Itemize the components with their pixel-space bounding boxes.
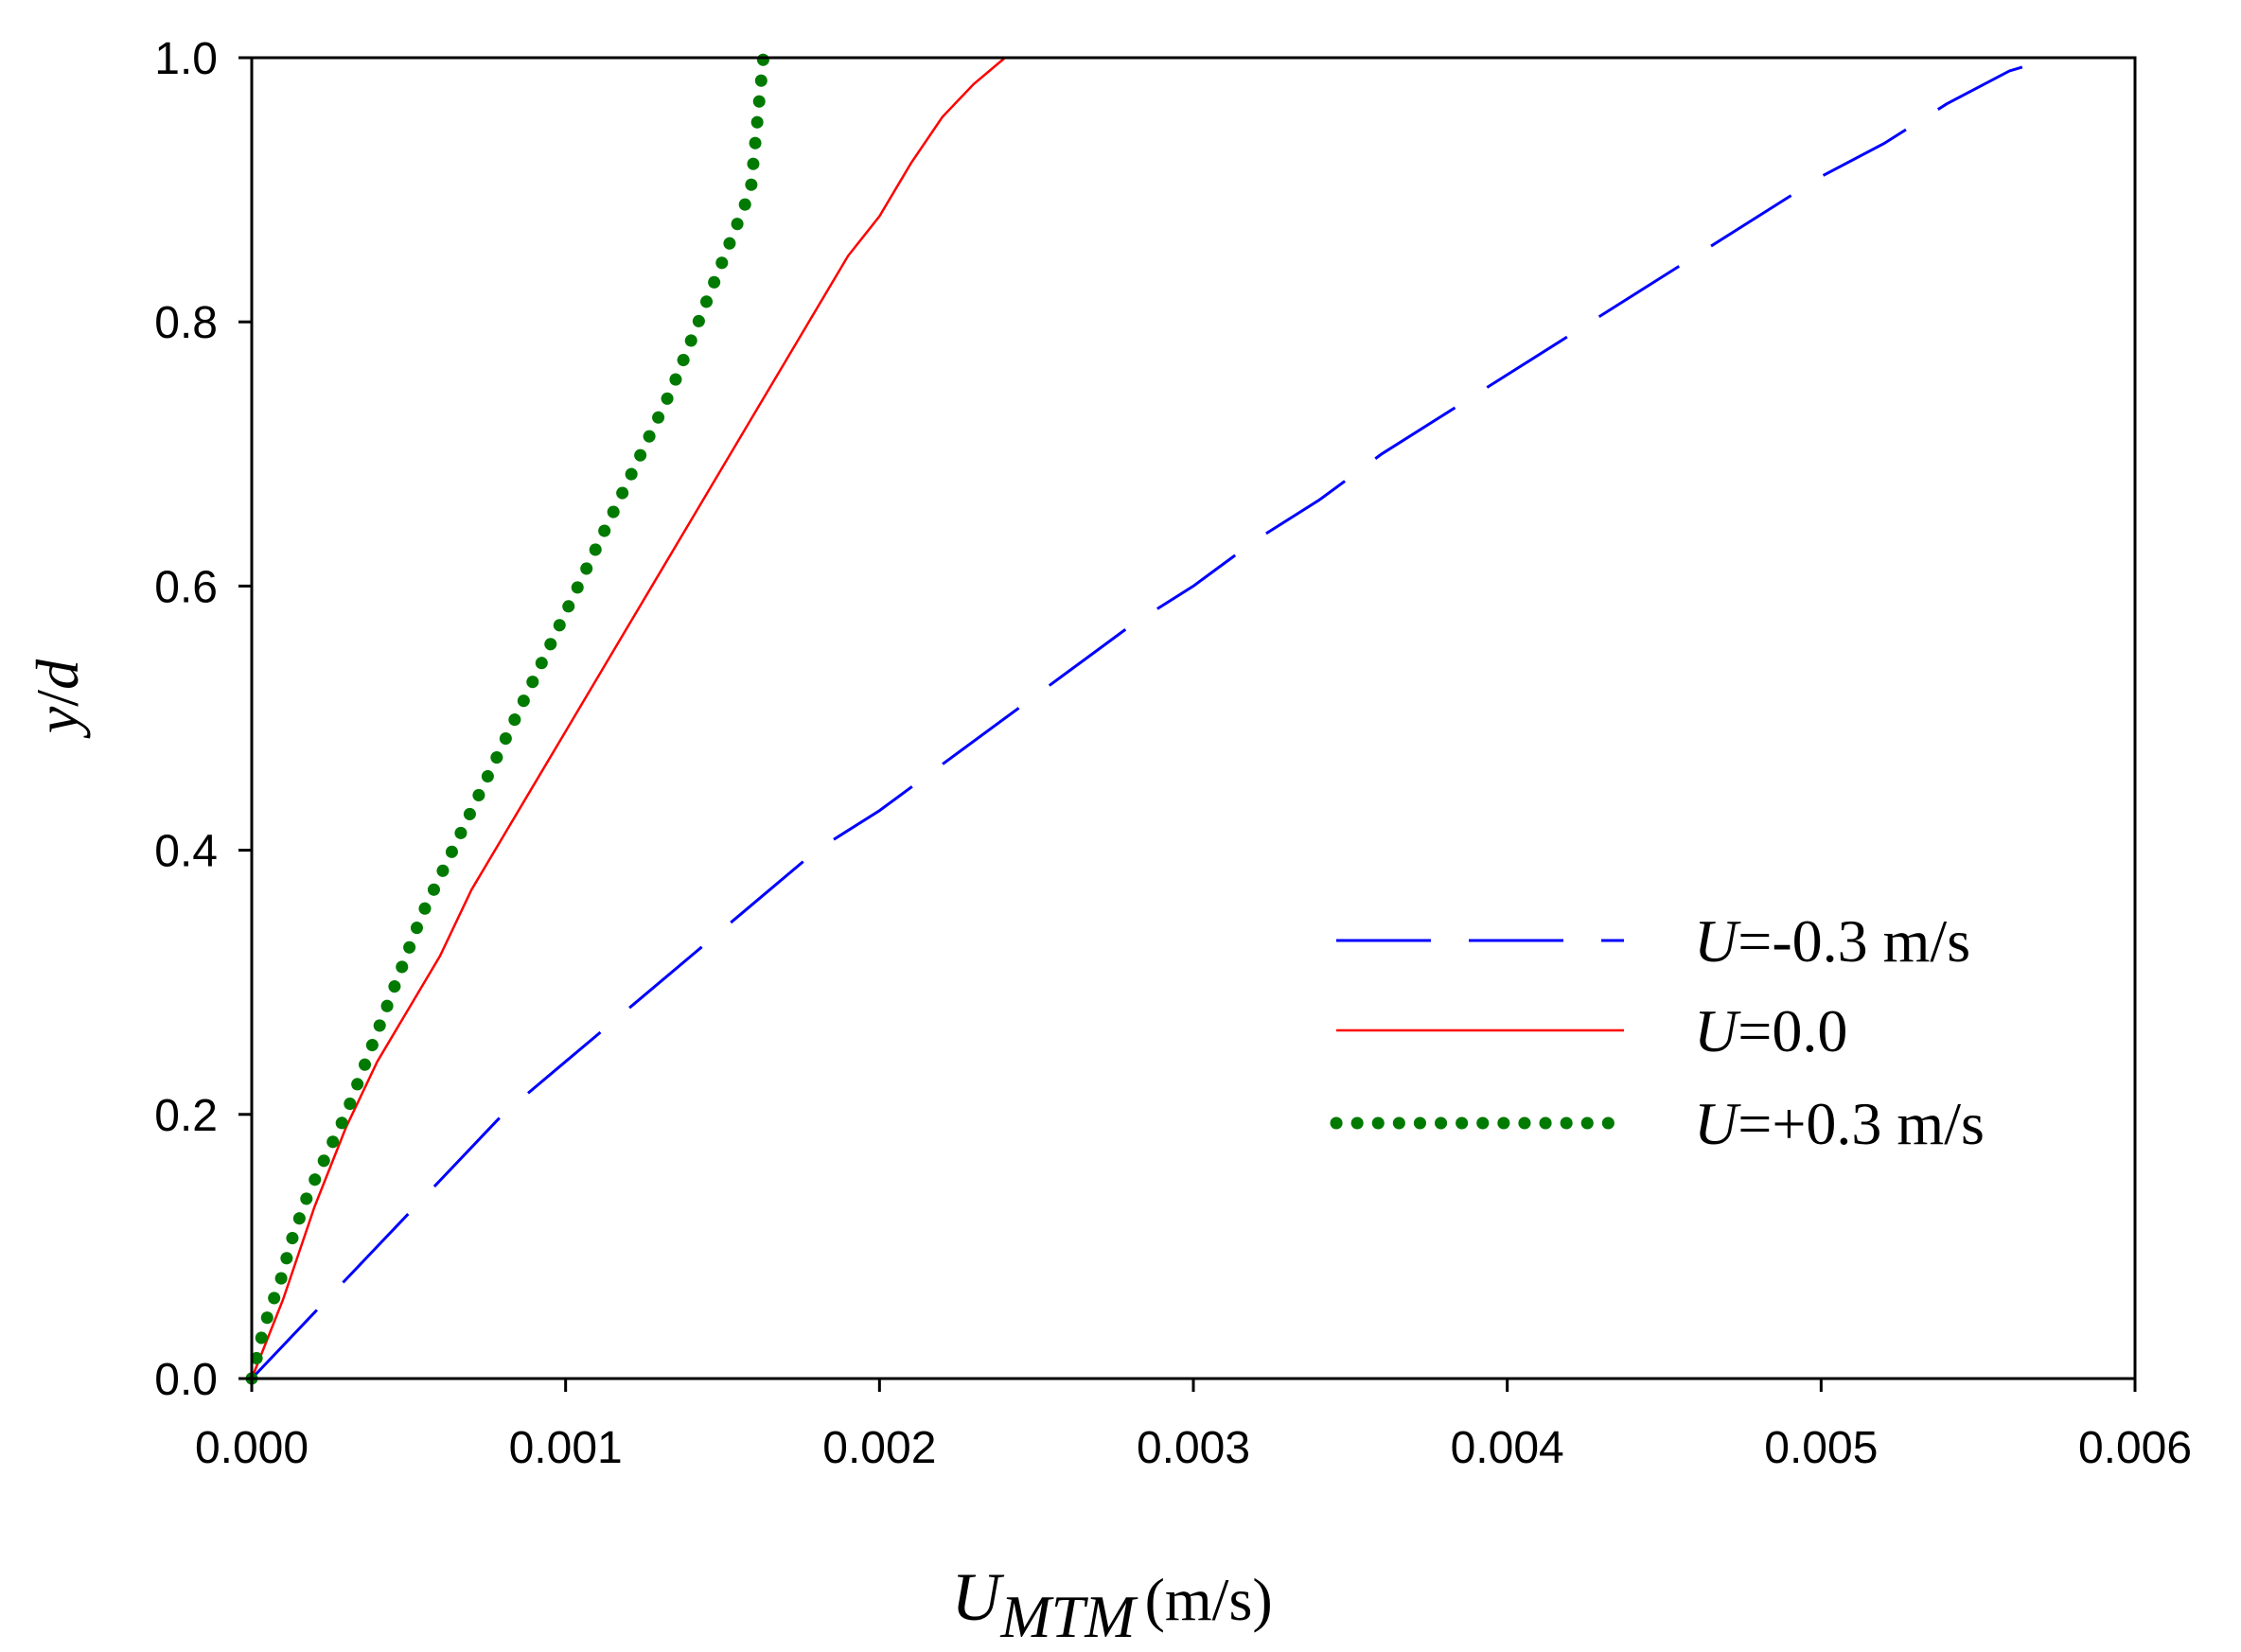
x-axis-title: UMTM (m/s) bbox=[951, 1559, 1272, 1650]
x-axis-title-symbol: U bbox=[951, 1559, 1004, 1635]
legend: U=-0.3 m/s U=0.0 U=+0.3 m/s bbox=[1330, 907, 1985, 1157]
axes-layer bbox=[250, 56, 2137, 1380]
x-tick-label: 0.005 bbox=[1764, 1423, 1878, 1473]
y-axis-title-var: y bbox=[24, 706, 91, 739]
series-1 bbox=[250, 57, 1006, 1380]
x-tick-label: 0.003 bbox=[1137, 1423, 1250, 1473]
x-tick-label: 0.001 bbox=[509, 1423, 623, 1473]
series-layer bbox=[245, 51, 2055, 1385]
series-line bbox=[245, 51, 770, 1385]
plot-frame bbox=[250, 56, 2137, 1380]
x-tick-label: 0.002 bbox=[822, 1423, 936, 1473]
ticks-layer: 0.000 0.001 0.002 0.003 0.004 0.005 0.006 0.0 0.… bbox=[154, 34, 2192, 1473]
x-axis-title-subscript: MTM bbox=[999, 1583, 1138, 1650]
x-tick-label: 0.000 bbox=[195, 1423, 309, 1473]
y-axis-title-denom: d bbox=[24, 659, 91, 690]
y-tick-label: 0.8 bbox=[154, 298, 218, 348]
y-tick-label: 0.4 bbox=[154, 827, 218, 877]
legend-label-u-zero: U=0.0 bbox=[1694, 997, 1847, 1064]
y-axis-title-slash: / bbox=[24, 690, 91, 707]
legend-label-u-neg: U=-0.3 m/s bbox=[1694, 907, 1970, 975]
x-tick-label: 0.004 bbox=[1451, 1423, 1564, 1473]
y-tick-label: 0.2 bbox=[154, 1091, 218, 1141]
legend-label-u-pos: U=+0.3 m/s bbox=[1694, 1090, 1985, 1157]
x-tick-label: 0.006 bbox=[2078, 1423, 2192, 1473]
y-axis-title: y/d bbox=[24, 659, 91, 739]
x-axis-title-unit: (m/s) bbox=[1145, 1566, 1273, 1633]
series-line bbox=[250, 57, 1006, 1380]
series-0 bbox=[250, 56, 2055, 1380]
series-2 bbox=[245, 51, 770, 1385]
series-line bbox=[250, 56, 2055, 1380]
y-tick-label: 1.0 bbox=[154, 34, 218, 84]
y-tick-label: 0.0 bbox=[154, 1355, 218, 1405]
y-tick-label: 0.6 bbox=[154, 562, 218, 612]
